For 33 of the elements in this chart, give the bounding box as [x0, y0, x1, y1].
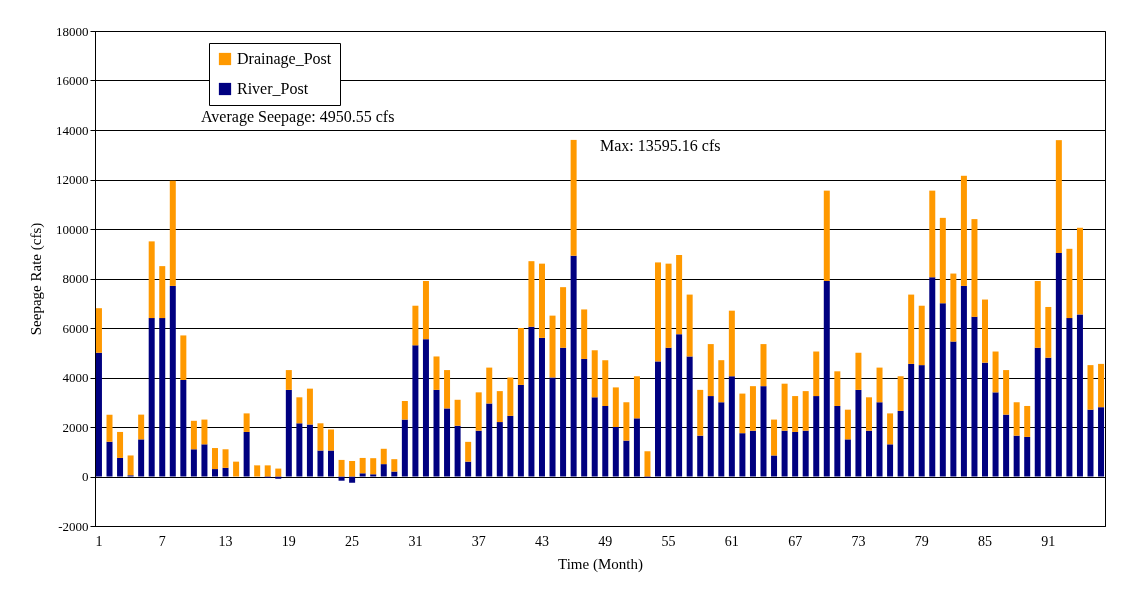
x-tick-label: 79	[914, 533, 929, 549]
y-tick-label: 16000	[56, 73, 89, 88]
y-tick-label: 4000	[62, 370, 89, 385]
x-tick-label: 19	[281, 533, 296, 549]
x-tick-label: 91	[1041, 533, 1056, 549]
x-tick-label: 67	[788, 533, 803, 549]
x-tick-label: 37	[471, 533, 486, 549]
y-tick-label: 12000	[56, 172, 89, 187]
legend-label: Drainage_Post	[237, 50, 332, 68]
x-tick-label: 61	[724, 533, 739, 549]
x-tick-label: 73	[851, 533, 866, 549]
x-tick-label: 25	[345, 533, 360, 549]
x-tick-label: 49	[598, 533, 613, 549]
x-tick-label: 55	[661, 533, 676, 549]
x-tick-label: 13	[218, 533, 233, 549]
y-tick-label: 10000	[56, 221, 89, 237]
y-tick-label: 6000	[62, 320, 89, 336]
x-tick-label: 31	[408, 533, 423, 549]
x-tick-label: 85	[978, 533, 993, 549]
annotation: Average Seepage: 4950.55 cfs	[201, 108, 395, 126]
y-tick-label: 14000	[56, 122, 89, 138]
y-tick-label: 2000	[62, 419, 89, 435]
x-tick-label: 7	[158, 533, 166, 549]
legend-label: River_Post	[237, 80, 309, 97]
y-tick-label: 18000	[56, 23, 89, 39]
y-tick-label: 0	[82, 469, 89, 484]
x-axis-title: Time (Month)	[558, 555, 643, 573]
annotation: Max: 13595.16 cfs	[600, 137, 721, 154]
y-axis-title: Seepage Rate (cfs)	[28, 222, 45, 336]
y-tick-label: 8000	[62, 271, 89, 286]
x-tick-label: 1	[95, 533, 103, 549]
x-tick-label: 43	[534, 533, 549, 549]
y-tick-label: -2000	[58, 518, 89, 534]
